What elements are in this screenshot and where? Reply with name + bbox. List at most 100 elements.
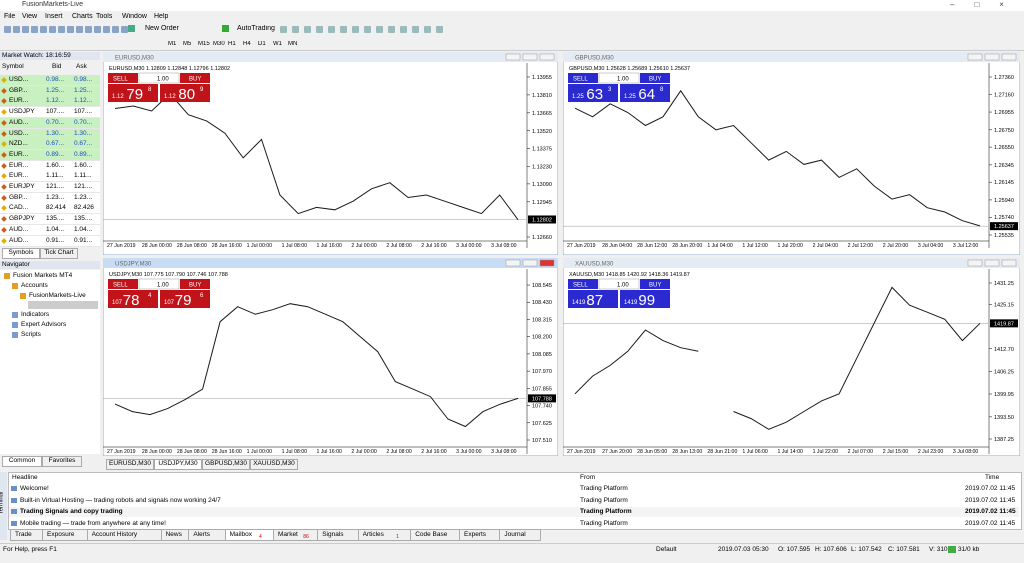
toolbar-icon[interactable]: [364, 26, 371, 33]
toolbar-icon[interactable]: [376, 26, 383, 33]
market-row[interactable]: [0, 128, 100, 140]
terminal-tab[interactable]: Journal: [499, 529, 541, 541]
terminal-tab[interactable]: Experts: [459, 529, 501, 541]
timeframe-button[interactable]: M30: [213, 41, 225, 47]
toolbar-icon[interactable]: [76, 26, 83, 33]
toolbar-icon[interactable]: [67, 26, 74, 33]
toolbar-icon[interactable]: [4, 26, 11, 33]
market-row[interactable]: [0, 171, 100, 183]
terminal-cell[interactable]: Trading Platform: [580, 508, 632, 515]
autotrading-button[interactable]: AutoTrading: [222, 25, 275, 32]
market-row[interactable]: [0, 85, 100, 97]
toolbar-icon[interactable]: [13, 26, 20, 33]
tree-item[interactable]: Accounts: [21, 282, 48, 289]
toolbar-icon[interactable]: [412, 26, 419, 33]
chart-tab[interactable]: EURUSD,M30: [106, 459, 154, 470]
terminal-tab[interactable]: Account History: [86, 529, 162, 541]
terminal-cell[interactable]: Welcome!: [20, 485, 49, 492]
terminal-tab[interactable]: Code Base: [410, 529, 460, 541]
chart-tab[interactable]: GBPUSD,M30: [202, 459, 250, 470]
tree-item[interactable]: Fusion Markets MT4: [13, 272, 73, 279]
toolbar-icon[interactable]: [436, 26, 443, 33]
toolbar-icon[interactable]: [112, 26, 119, 33]
panel-tab[interactable]: Symbols: [2, 248, 40, 259]
toolbar-icon[interactable]: [121, 26, 128, 33]
toolbar-icon[interactable]: [352, 26, 359, 33]
terminal-tab[interactable]: Mailbox 4: [224, 529, 274, 541]
terminal-tab[interactable]: News: [160, 529, 190, 541]
toolbar-icon[interactable]: [280, 26, 287, 33]
terminal-cell[interactable]: Trading Platform: [580, 519, 628, 527]
terminal-cell[interactable]: Built-in Virtual Hosting — trading robot…: [20, 496, 221, 504]
menu-item[interactable]: File: [4, 13, 16, 20]
toolbar-icon[interactable]: [40, 26, 47, 33]
panel-tab[interactable]: Common: [2, 456, 42, 467]
timeframe-button[interactable]: MN: [288, 41, 298, 47]
market-row[interactable]: [0, 203, 100, 215]
timeframe-button[interactable]: M15: [198, 41, 210, 47]
terminal-cell[interactable]: Trading Platform: [580, 485, 628, 492]
tree-item[interactable]: Scripts: [21, 331, 41, 338]
tree-item[interactable]: FusionMarkets-Live: [29, 292, 86, 299]
panel-tab[interactable]: Tick Chart: [40, 248, 78, 259]
market-row[interactable]: [0, 214, 100, 226]
new-order-button[interactable]: New Order: [128, 25, 179, 32]
market-row[interactable]: [0, 139, 100, 151]
terminal-cell[interactable]: Trading Signals and copy trading: [20, 508, 123, 515]
toolbar-icon[interactable]: [85, 26, 92, 33]
toolbar-icon[interactable]: [304, 26, 311, 33]
chart-tab[interactable]: USDJPY,M30: [154, 459, 202, 470]
terminal-tab[interactable]: Articles 1: [357, 529, 412, 541]
market-row[interactable]: [0, 117, 100, 129]
tree-item[interactable]: Expert Advisors: [21, 321, 67, 328]
timeframe-button[interactable]: W1: [273, 41, 282, 47]
menu-item[interactable]: Tools: [96, 13, 113, 20]
toolbar-icon[interactable]: [31, 26, 38, 33]
terminal-cell[interactable]: 2019.07.02 11:45: [965, 508, 1016, 515]
timeframe-button[interactable]: M5: [183, 41, 192, 47]
panel-tab[interactable]: Favorites: [42, 456, 82, 467]
market-row[interactable]: [0, 192, 100, 204]
toolbar-icon[interactable]: [49, 26, 56, 33]
toolbar-icon[interactable]: [400, 26, 407, 33]
terminal-tab[interactable]: Market 86: [273, 529, 319, 541]
toolbar-icon[interactable]: [103, 26, 110, 33]
terminal-tab[interactable]: Signals: [317, 529, 359, 541]
terminal-tab[interactable]: Exposure: [42, 529, 88, 541]
market-row[interactable]: [0, 224, 100, 236]
terminal-cell[interactable]: Trading Platform: [580, 496, 628, 504]
toolbar-icon[interactable]: [94, 26, 101, 33]
market-row[interactable]: [0, 96, 100, 108]
menu-item[interactable]: Window: [122, 13, 147, 20]
timeframe-button[interactable]: M1: [168, 41, 177, 47]
terminal-cell[interactable]: 2019.07.02 11:45: [965, 519, 1016, 527]
toolbar-icon[interactable]: [292, 26, 299, 33]
menu-item[interactable]: Insert: [45, 13, 63, 20]
toolbar-icon[interactable]: [424, 26, 431, 33]
terminal-tab[interactable]: Trade: [10, 529, 43, 541]
toolbar-icon[interactable]: [22, 26, 29, 33]
market-row[interactable]: [0, 235, 100, 247]
market-row[interactable]: [0, 160, 100, 172]
menu-item[interactable]: Charts: [72, 13, 93, 20]
menu-item[interactable]: View: [22, 13, 38, 20]
market-row[interactable]: [0, 149, 100, 161]
terminal-cell[interactable]: 2019.07.02 11:45: [965, 485, 1016, 492]
menu-item[interactable]: Help: [154, 13, 169, 20]
market-row[interactable]: [0, 107, 100, 119]
tree-item[interactable]: Indicators: [21, 311, 50, 318]
market-row[interactable]: [0, 182, 100, 193]
toolbar-icon[interactable]: [58, 26, 65, 33]
terminal-cell[interactable]: Mobile trading — trade from anywhere at …: [20, 519, 166, 527]
market-row[interactable]: [0, 75, 100, 86]
terminal-tab[interactable]: Alerts: [188, 529, 226, 541]
timeframe-button[interactable]: D1: [258, 41, 266, 47]
toolbar-icon[interactable]: [316, 26, 323, 33]
timeframe-button[interactable]: H1: [228, 41, 236, 47]
timeframe-button[interactable]: H4: [243, 41, 251, 47]
terminal-cell[interactable]: 2019.07.02 11:45: [965, 496, 1016, 504]
toolbar-icon[interactable]: [340, 26, 347, 33]
toolbar-icon[interactable]: [388, 26, 395, 33]
chart-tab[interactable]: XAUUSD,M30: [250, 459, 298, 470]
toolbar-icon[interactable]: [328, 26, 335, 33]
